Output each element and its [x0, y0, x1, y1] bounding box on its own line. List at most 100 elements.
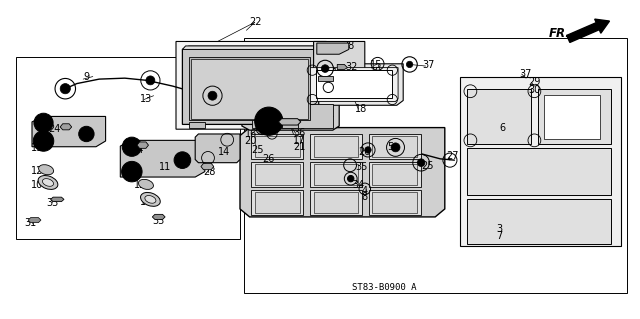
Ellipse shape — [38, 165, 54, 175]
Circle shape — [122, 137, 141, 156]
Polygon shape — [182, 46, 320, 49]
Text: 33: 33 — [152, 216, 164, 226]
Polygon shape — [317, 43, 349, 54]
Bar — [282, 122, 298, 128]
Text: 2: 2 — [334, 84, 340, 94]
Bar — [369, 190, 421, 215]
Polygon shape — [337, 64, 348, 70]
Text: 31: 31 — [24, 218, 36, 228]
Text: 23: 23 — [248, 110, 260, 120]
Bar — [369, 134, 421, 159]
Text: 22: 22 — [250, 17, 262, 27]
Circle shape — [391, 143, 400, 152]
Bar — [467, 89, 531, 144]
Text: 3: 3 — [496, 224, 502, 234]
Text: 34: 34 — [352, 180, 364, 190]
Bar — [251, 162, 303, 187]
Text: 30: 30 — [529, 85, 541, 95]
Polygon shape — [137, 142, 148, 148]
Polygon shape — [60, 124, 72, 130]
Text: 24: 24 — [48, 124, 60, 134]
Polygon shape — [242, 101, 339, 130]
Polygon shape — [28, 218, 41, 223]
Circle shape — [146, 76, 155, 85]
Circle shape — [122, 161, 142, 182]
Bar — [467, 199, 611, 244]
Text: 11: 11 — [31, 143, 43, 153]
Text: 17: 17 — [293, 136, 305, 146]
Text: 27: 27 — [447, 151, 460, 161]
Bar — [255, 164, 300, 185]
Polygon shape — [240, 128, 445, 217]
Polygon shape — [32, 116, 106, 147]
Bar — [189, 57, 310, 120]
Text: 32: 32 — [346, 62, 358, 72]
Bar — [314, 164, 358, 185]
FancyArrow shape — [567, 19, 609, 42]
Text: ST83-B0900 A: ST83-B0900 A — [352, 283, 417, 292]
Text: 19: 19 — [370, 67, 382, 78]
Bar — [189, 122, 205, 128]
Text: 21: 21 — [293, 142, 305, 152]
Text: 28: 28 — [204, 167, 216, 177]
Bar — [316, 70, 392, 98]
Bar — [372, 136, 417, 157]
Polygon shape — [195, 134, 240, 163]
Text: 38: 38 — [342, 41, 355, 51]
Circle shape — [406, 61, 413, 68]
Polygon shape — [460, 77, 621, 246]
Text: 37: 37 — [344, 78, 356, 88]
Text: 25: 25 — [252, 145, 264, 155]
Polygon shape — [201, 163, 214, 170]
Circle shape — [60, 84, 70, 94]
Bar — [369, 162, 421, 187]
Polygon shape — [318, 76, 333, 81]
Text: 25: 25 — [421, 161, 434, 171]
Text: 26: 26 — [358, 146, 371, 157]
Bar — [314, 136, 358, 157]
Circle shape — [417, 159, 425, 167]
Text: 9: 9 — [83, 71, 90, 82]
Circle shape — [255, 107, 283, 135]
Ellipse shape — [42, 179, 54, 186]
Text: 26: 26 — [262, 154, 275, 164]
Circle shape — [365, 147, 371, 153]
Circle shape — [259, 112, 278, 131]
Polygon shape — [307, 68, 398, 101]
Bar — [372, 192, 417, 213]
Circle shape — [34, 113, 53, 132]
Bar — [538, 89, 611, 144]
Circle shape — [321, 65, 329, 72]
Text: 14: 14 — [218, 146, 230, 157]
Polygon shape — [120, 140, 205, 177]
Ellipse shape — [145, 196, 156, 203]
Text: 5: 5 — [387, 142, 394, 152]
Polygon shape — [176, 41, 326, 129]
Text: 6: 6 — [499, 122, 506, 133]
Text: 20: 20 — [244, 136, 257, 146]
Text: 7: 7 — [496, 231, 502, 241]
Text: 15: 15 — [370, 60, 382, 70]
Text: 16: 16 — [244, 129, 257, 139]
Bar — [544, 95, 600, 139]
Polygon shape — [314, 41, 365, 89]
Circle shape — [174, 152, 191, 168]
Text: 1: 1 — [332, 68, 338, 78]
Text: 18: 18 — [355, 104, 367, 114]
Polygon shape — [182, 46, 319, 124]
Circle shape — [79, 126, 94, 142]
Bar — [314, 192, 358, 213]
Text: 10: 10 — [31, 180, 43, 190]
Circle shape — [33, 131, 54, 151]
Text: FR.: FR. — [549, 27, 571, 40]
Polygon shape — [51, 197, 64, 202]
Text: 10: 10 — [140, 197, 152, 207]
Text: 8: 8 — [362, 192, 368, 202]
Text: 37: 37 — [422, 60, 435, 70]
Text: 33: 33 — [46, 197, 58, 208]
Circle shape — [208, 91, 217, 100]
Text: 12: 12 — [134, 180, 147, 190]
Circle shape — [348, 175, 354, 182]
Bar — [191, 59, 308, 119]
Polygon shape — [152, 214, 165, 219]
